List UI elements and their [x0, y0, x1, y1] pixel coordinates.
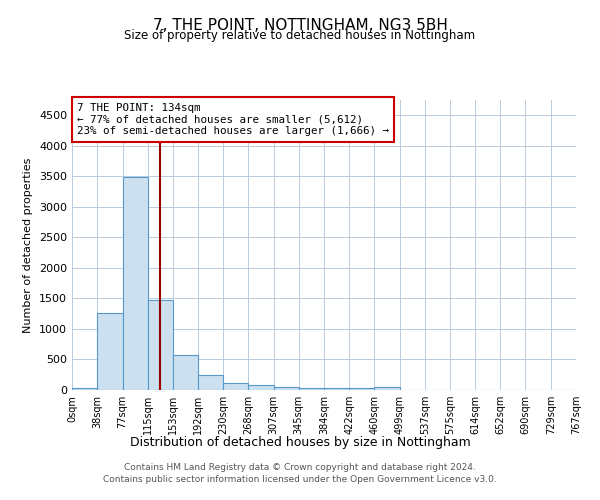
Bar: [325, 388, 349, 390]
Text: Size of property relative to detached houses in Nottingham: Size of property relative to detached ho…: [124, 29, 476, 42]
Text: Distribution of detached houses by size in Nottingham: Distribution of detached houses by size …: [130, 436, 470, 449]
Bar: [223, 382, 248, 390]
Bar: [299, 388, 325, 390]
Bar: [248, 385, 274, 390]
Y-axis label: Number of detached properties: Number of detached properties: [23, 158, 34, 332]
Bar: [173, 355, 198, 390]
Text: Contains HM Land Registry data © Crown copyright and database right 2024.: Contains HM Land Registry data © Crown c…: [124, 464, 476, 472]
Bar: [198, 376, 223, 390]
Text: 7, THE POINT, NOTTINGHAM, NG3 5BH: 7, THE POINT, NOTTINGHAM, NG3 5BH: [152, 18, 448, 32]
Bar: [274, 388, 299, 390]
Bar: [97, 313, 122, 390]
Text: 7 THE POINT: 134sqm
← 77% of detached houses are smaller (5,612)
23% of semi-det: 7 THE POINT: 134sqm ← 77% of detached ho…: [77, 103, 389, 136]
Text: Contains public sector information licensed under the Open Government Licence v3: Contains public sector information licen…: [103, 474, 497, 484]
Bar: [374, 387, 400, 390]
Bar: [72, 388, 97, 390]
Bar: [148, 300, 173, 390]
Bar: [122, 177, 148, 390]
Bar: [349, 388, 374, 390]
